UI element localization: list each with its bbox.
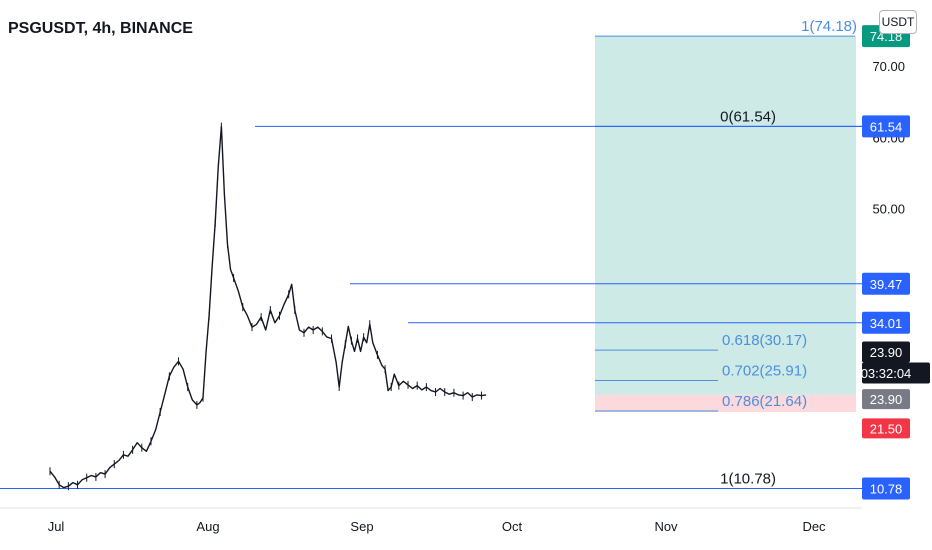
fib-label: 0.618(30.17) bbox=[722, 332, 807, 349]
chart-title: PSGUSDT, 4h, BINANCE bbox=[8, 20, 193, 37]
price-series bbox=[49, 122, 487, 491]
price-badge bbox=[862, 115, 910, 138]
price-badge bbox=[862, 389, 910, 410]
price-badge-label: 21.50 bbox=[870, 421, 903, 436]
fib-labels: 1(74.18) 0(61.54) 0.618(30.17) 0.702(25.91)… bbox=[720, 18, 857, 487]
price-line bbox=[49, 125, 487, 489]
price-badge-label: 34.01 bbox=[870, 316, 903, 331]
fib-label: 0.702(25.91) bbox=[722, 363, 807, 380]
price-badge-label: 03:32:04 bbox=[861, 366, 912, 381]
time-axis-label: Aug bbox=[196, 519, 219, 534]
time-axis-label: Sep bbox=[350, 519, 373, 534]
fib-label: 1(74.18) bbox=[801, 18, 857, 35]
price-tick: 70.00 bbox=[872, 59, 905, 74]
price-badge bbox=[862, 311, 910, 334]
price-badge-label: 39.47 bbox=[870, 277, 903, 292]
stop-loss-zone bbox=[595, 394, 856, 413]
fib-retracement bbox=[595, 35, 862, 489]
price-badge bbox=[862, 418, 910, 439]
time-axis-label: Oct bbox=[502, 519, 523, 534]
fib-label: 0.786(21.64) bbox=[722, 393, 807, 410]
price-badge-label: 10.78 bbox=[870, 482, 903, 497]
price-badge-label: 23.90 bbox=[870, 345, 903, 360]
profit-zone bbox=[595, 36, 856, 395]
time-axis-label: Nov bbox=[654, 519, 678, 534]
currency-button[interactable]: USDT bbox=[879, 10, 917, 34]
time-axis-label: Jul bbox=[48, 519, 65, 534]
price-badge bbox=[862, 477, 910, 500]
fib-label: 0(61.54) bbox=[720, 108, 776, 125]
price-axis[interactable]: 70.0060.0050.0074.1861.5439.4734.0123.90… bbox=[861, 25, 930, 500]
position-zones bbox=[595, 36, 856, 413]
time-axis-label: Dec bbox=[802, 519, 826, 534]
price-badge bbox=[862, 341, 910, 363]
price-badge bbox=[862, 272, 910, 295]
price-tick: 50.00 bbox=[872, 202, 905, 217]
price-badge bbox=[862, 362, 930, 384]
fib-label: 1(10.78) bbox=[720, 471, 776, 488]
time-axis[interactable]: Jul Aug Sep Oct Nov Dec bbox=[0, 507, 862, 534]
price-badge-label: 23.90 bbox=[870, 392, 903, 407]
price-badge-label: 61.54 bbox=[870, 119, 903, 134]
